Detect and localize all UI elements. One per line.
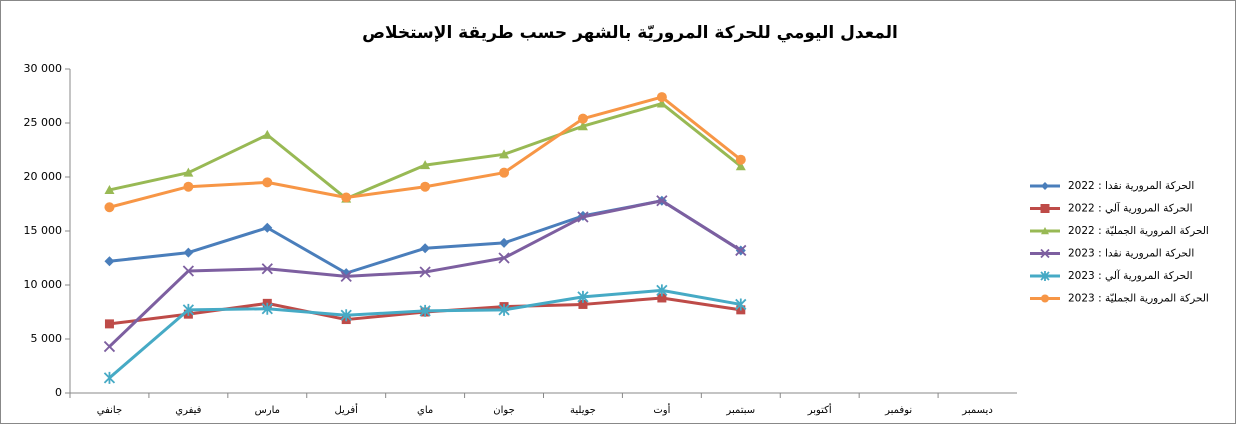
x-tick-label: ديسمبر: [961, 405, 992, 416]
legend-marker: [1040, 248, 1050, 259]
y-tick-label: 20 000: [24, 170, 63, 183]
legend-label: الحركة المرورية نقدا : 2023: [1068, 248, 1194, 260]
x-tick-label: ماي: [417, 405, 433, 416]
legend-label: الحركة المرورية الجمليّة : 2023: [1068, 293, 1209, 305]
data-point: [419, 304, 431, 317]
y-tick-label: 25 000: [24, 116, 63, 129]
data-point: [419, 266, 431, 278]
data-point: [104, 319, 114, 329]
data-point: [656, 284, 668, 297]
data-point: [656, 195, 668, 207]
data-point: [735, 154, 746, 165]
legend-marker: [1041, 294, 1049, 303]
x-tick-label: أكتوبر: [807, 403, 832, 416]
data-point: [735, 161, 746, 171]
legend-marker: [1041, 182, 1049, 190]
y-tick-label: 15 000: [24, 224, 63, 237]
data-point: [341, 192, 352, 203]
legend-marker: [1040, 271, 1050, 281]
data-point: [420, 160, 431, 170]
data-point: [656, 92, 667, 103]
data-point: [420, 181, 431, 192]
data-point: [735, 298, 747, 311]
data-point: [578, 299, 588, 309]
data-point: [182, 303, 195, 316]
y-tick-label: 10 000: [24, 278, 63, 291]
x-tick-label: سبتمبر: [725, 405, 755, 416]
data-point: [577, 290, 589, 303]
x-tick-label: نوفمبر: [884, 405, 912, 416]
data-point: [261, 302, 273, 315]
data-point: [104, 202, 115, 213]
data-point: [657, 293, 667, 303]
x-tick-label: جوان: [493, 405, 514, 416]
legend-label: الحركة المرورية نقدا : 2022: [1068, 180, 1194, 192]
x-tick-label: فيفري: [175, 405, 201, 416]
y-tick-label: 0: [55, 386, 62, 399]
x-tick-label: جانفي: [97, 405, 122, 416]
data-point: [183, 247, 194, 258]
data-point: [499, 167, 510, 178]
x-tick-label: جويلية: [570, 405, 596, 416]
y-tick-label: 30 000: [24, 62, 63, 75]
legend-label: الحركة المرورية الجمليّة : 2022: [1068, 225, 1209, 237]
chart-title: المعدل اليومي للحركة المروريّة بالشهر حس…: [362, 23, 898, 43]
data-point: [498, 303, 510, 316]
legend-marker: [1040, 204, 1050, 213]
data-point: [499, 149, 510, 159]
data-point: [104, 256, 115, 267]
y-tick-label: 5 000: [31, 332, 63, 345]
legend-label: الحركة المرورية آلي : 2022: [1068, 202, 1192, 215]
data-point: [577, 211, 589, 223]
legend-marker: [1041, 227, 1049, 235]
data-point: [340, 309, 352, 322]
data-point: [261, 263, 273, 275]
data-point: [262, 129, 273, 139]
data-point: [656, 98, 667, 108]
data-point: [183, 167, 194, 177]
data-point: [183, 181, 194, 192]
data-point: [340, 270, 352, 282]
data-point: [577, 113, 588, 124]
data-point: [262, 222, 273, 233]
data-point: [499, 237, 510, 248]
x-tick-label: أفريل: [334, 403, 358, 416]
data-point: [103, 340, 116, 353]
data-point: [182, 265, 195, 277]
data-point: [262, 177, 273, 188]
data-point: [498, 252, 510, 264]
data-point: [104, 184, 115, 194]
x-tick-label: مارس: [255, 405, 280, 416]
data-point: [735, 244, 747, 257]
legend-label: الحركة المرورية آلي : 2023: [1068, 269, 1192, 282]
data-point: [103, 371, 116, 384]
data-point: [420, 243, 431, 254]
x-tick-label: أوت: [653, 403, 670, 416]
data-point: [577, 121, 588, 131]
